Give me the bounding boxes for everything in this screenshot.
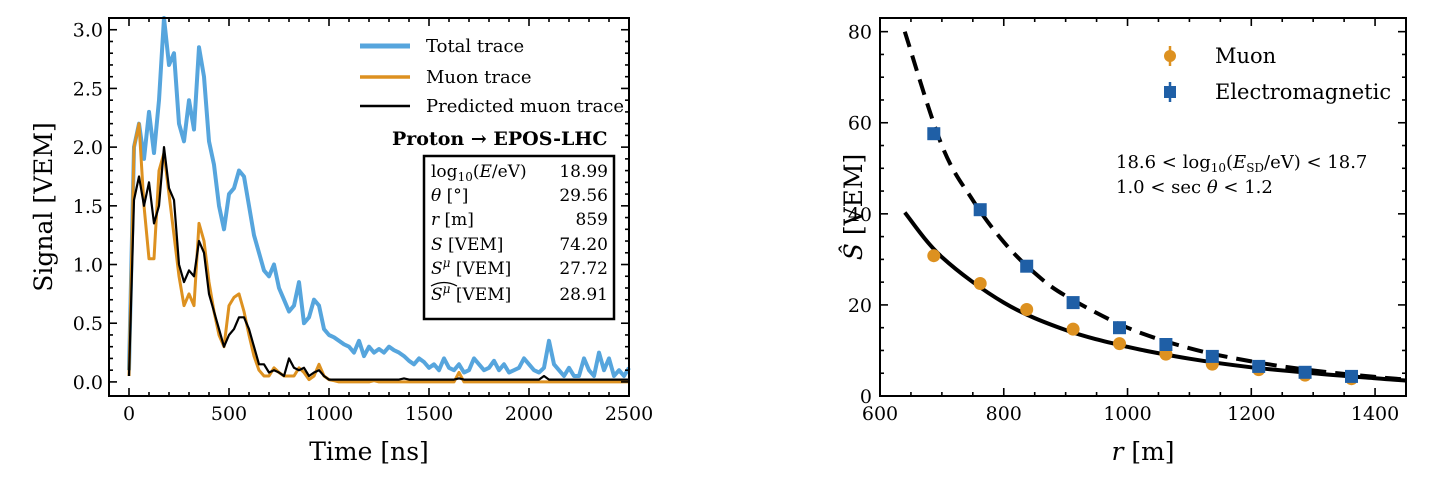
- left-chart: 0 500 1000 1500 2000 2500 0.0 0.5 1.0 1.5 2.0 2.5 3.…: [29, 16, 653, 466]
- electromagnetic-point: [1205, 349, 1219, 363]
- hat-icon: [430, 281, 458, 287]
- muon-point: [973, 277, 987, 290]
- electromagnetic-point: [1113, 321, 1126, 335]
- muon-point: [927, 249, 941, 263]
- electromagnetic-point: [1066, 296, 1080, 310]
- electromagnetic-point: [1252, 359, 1266, 373]
- y-tick-label-0: 0: [860, 386, 872, 408]
- param-row-S: S [VEM] 74.20: [431, 235, 608, 255]
- legend-label-total: Total trace: [426, 36, 524, 57]
- param-value-S: 74.20: [559, 235, 608, 255]
- param-value-log10E: 18.99: [559, 162, 608, 182]
- x-tick-label-1200: 1200: [1227, 403, 1275, 425]
- electromagnetic-point: [927, 127, 941, 141]
- y-tick-label-20: 20: [848, 295, 872, 317]
- param-value-r: 859: [576, 210, 608, 230]
- left-legend: Total trace Muon trace Predicted muon tr…: [360, 36, 624, 117]
- x-tick-label-800: 800: [986, 403, 1022, 425]
- y-tick-label-1.0: 1.0: [73, 255, 103, 277]
- left-annotation-primary: Proton → EPOS-LHC: [392, 128, 607, 150]
- fit-curve-muon: [903, 211, 1407, 383]
- y-tick-label-3.0: 3.0: [73, 20, 103, 42]
- right-ticks: 600 800 1000 1200 1400 0 20 40 60 80: [848, 18, 1407, 425]
- right-data-points: [927, 127, 1358, 386]
- legend-label-muon: Muon trace: [426, 67, 531, 88]
- right-annotation: 18.6 < log10(ESD/eV) < 18.7 1.0 < sec θ …: [1116, 152, 1367, 198]
- electromagnetic-point: [973, 203, 987, 217]
- x-tick-label-1000: 1000: [1103, 403, 1151, 425]
- y-tick-label-80: 80: [848, 22, 872, 44]
- electromagnetic-point: [1020, 259, 1034, 273]
- param-label-Smu-hat: Sμ [VEM]: [431, 282, 511, 305]
- param-row-r: r [m] 859: [431, 210, 608, 230]
- y-tick-label-40: 40: [848, 204, 872, 226]
- param-row-log10E: log10(E/eV) 18.99: [431, 162, 608, 184]
- legend-marker-em: [1164, 86, 1176, 98]
- right-y-axis-label: Ŝ [VEM]: [839, 154, 868, 261]
- param-row-Smu: Sμ [VEM] 27.72: [431, 256, 608, 279]
- left-ticks: 0 500 1000 1500 2000 2500 0.0 0.5 1.0 1.5 2.0 2.5 3.…: [73, 18, 653, 425]
- param-label-S: S [VEM]: [431, 235, 503, 255]
- electromagnetic-point: [1159, 338, 1173, 351]
- param-label-theta: θ [°]: [431, 186, 468, 206]
- right-plot-frame: [879, 17, 1407, 397]
- right-x-axis-label: r [m]: [1111, 437, 1174, 466]
- left-parameter-table: log10(E/eV) 18.99 θ [°] 29.56 r [m] 859 …: [422, 154, 616, 321]
- muon-point: [1066, 322, 1080, 336]
- zenith-range-annotation: 1.0 < sec θ < 1.2: [1116, 177, 1273, 198]
- y-tick-label-60: 60: [848, 113, 872, 135]
- legend-label-em-points: Electromagnetic: [1215, 80, 1391, 104]
- legend-label-muon-points: Muon: [1215, 44, 1276, 68]
- line-total-trace: [127, 16, 631, 378]
- right-chart: 600 800 1000 1200 1400 0 20 40 60 80 Muon Electro…: [839, 17, 1407, 466]
- electromagnetic-point: [1298, 365, 1312, 379]
- left-y-axis-label: Signal [VEM]: [29, 122, 58, 291]
- y-tick-label-0.0: 0.0: [73, 372, 103, 394]
- param-row-theta: θ [°] 29.56: [431, 186, 608, 206]
- line-predicted-muon-trace: [127, 146, 629, 381]
- param-value-theta: 29.56: [559, 186, 608, 206]
- x-tick-label-2000: 2000: [505, 403, 553, 425]
- y-tick-label-2.5: 2.5: [73, 78, 103, 100]
- parameter-table-frame: [422, 154, 616, 321]
- fit-curve-electromagnetic: [902, 31, 1407, 382]
- param-label-Smu: Sμ [VEM]: [431, 256, 511, 279]
- legend-label-predicted: Predicted muon trace: [426, 96, 624, 117]
- param-value-Smu: 27.72: [559, 259, 608, 279]
- param-label-r: r [m]: [431, 210, 474, 230]
- param-row-Smu-hat: Sμ [VEM] 28.91: [430, 281, 608, 305]
- right-legend: Muon Electromagnetic: [1164, 44, 1391, 104]
- x-tick-label-600: 600: [862, 403, 898, 425]
- x-tick-label-1500: 1500: [405, 403, 453, 425]
- legend-marker-muon: [1164, 50, 1176, 62]
- x-tick-label-2500: 2500: [605, 403, 653, 425]
- x-tick-label-1400: 1400: [1351, 403, 1399, 425]
- energy-range-annotation: 18.6 < log10(ESD/eV) < 18.7: [1116, 152, 1367, 175]
- muon-point: [1113, 337, 1126, 351]
- x-tick-label-500: 500: [211, 403, 247, 425]
- param-label-log10E: log10(E/eV): [431, 162, 527, 184]
- y-tick-label-2.0: 2.0: [73, 137, 103, 159]
- muon-point: [1020, 303, 1034, 316]
- x-tick-label-0: 0: [123, 403, 135, 425]
- param-value-Smu-hat: 28.91: [559, 285, 608, 305]
- left-series-lines: [127, 16, 631, 384]
- right-fit-curves: [902, 31, 1407, 383]
- left-x-axis-label: Time [ns]: [309, 437, 429, 466]
- y-tick-label-0.5: 0.5: [73, 313, 103, 335]
- electromagnetic-point: [1345, 369, 1358, 383]
- x-tick-label-1000: 1000: [305, 403, 353, 425]
- y-tick-label-1.5: 1.5: [73, 196, 103, 218]
